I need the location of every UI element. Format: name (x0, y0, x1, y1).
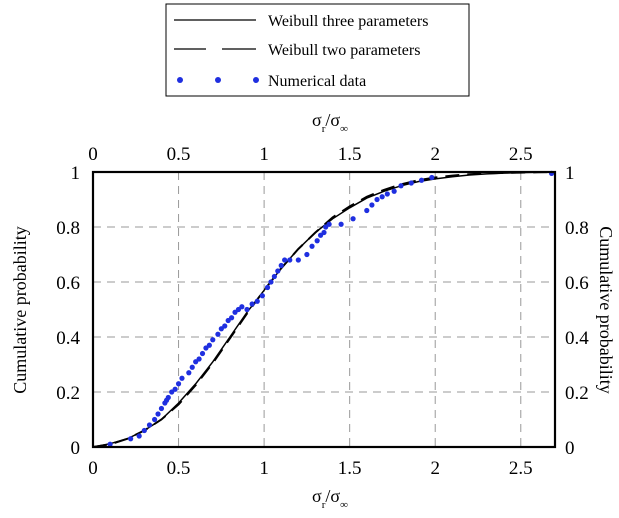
x-tick-label-bottom: 1.5 (338, 458, 362, 479)
y-tick-label-right: 0.6 (565, 273, 589, 294)
y-tick-label-left: 0.6 (56, 273, 80, 294)
x-tick-label-bottom: 0 (88, 458, 98, 479)
legend-marker-1 (177, 77, 183, 83)
data-point (350, 216, 356, 222)
legend-label-three-params: Weibull three parameters (268, 13, 428, 30)
data-point (418, 177, 425, 183)
data-point (326, 221, 332, 227)
data-point (229, 315, 235, 321)
data-point (244, 306, 250, 313)
series-line-weibull-two-params (92, 171, 552, 448)
y-tick-label-right: 0 (565, 438, 575, 459)
data-point (338, 221, 344, 227)
data-point (282, 257, 288, 263)
data-point (275, 268, 281, 274)
data-point (172, 386, 178, 392)
data-point (222, 323, 228, 329)
data-point (206, 342, 212, 348)
data-point (158, 405, 165, 412)
data-point (379, 194, 385, 200)
data-point (369, 202, 375, 208)
data-point (364, 207, 370, 214)
data-point (146, 422, 153, 428)
data-point (264, 284, 271, 291)
y-tick-label-left: 0.4 (56, 328, 80, 349)
data-point (295, 257, 301, 263)
data-point (398, 183, 404, 189)
data-point (321, 229, 327, 236)
y-tick-label-left: 1 (71, 163, 81, 184)
x-tick-label-bottom: 0.5 (167, 458, 191, 479)
data-point (384, 191, 390, 197)
y-tick-label-right: 0.4 (565, 328, 589, 349)
data-point (408, 180, 414, 186)
data-point (152, 416, 158, 423)
series-line-weibull-three-params (92, 171, 552, 448)
data-point (309, 243, 315, 249)
data-point (278, 262, 284, 269)
data-point (141, 427, 147, 434)
x-axis-title-top: σr/σ∞ (312, 110, 348, 135)
y-tick-label-left: 0.2 (56, 383, 80, 404)
data-point (254, 298, 260, 304)
y-tick-label-right: 0.2 (565, 383, 589, 404)
data-point (189, 364, 195, 370)
x-tick-label-bottom: 1 (259, 458, 269, 479)
data-point (287, 257, 293, 263)
x-tick-label-top: 2.5 (509, 144, 533, 165)
data-point (199, 350, 206, 357)
data-point (215, 331, 221, 337)
y-axis-title-left: Cumulative probability (10, 226, 30, 393)
data-point (314, 238, 320, 244)
legend-marker-3 (253, 77, 259, 83)
data-point (429, 174, 435, 181)
grid (92, 171, 555, 448)
data-point (128, 436, 134, 442)
x-axis-title-bottom: σr/σ∞ (312, 486, 348, 511)
data-point (136, 433, 142, 439)
y-axis-title-right: Cumulative probability (596, 226, 616, 393)
data-point (268, 279, 274, 285)
x-tick-label-top: 0 (88, 144, 98, 165)
data-point (271, 273, 277, 280)
y-tick-label-right: 1 (565, 163, 575, 184)
data-point (374, 196, 380, 203)
x-tick-label-bottom: 2.5 (509, 458, 533, 479)
data-point (210, 337, 216, 343)
data-point (239, 304, 245, 310)
data-point (186, 370, 192, 376)
data-point (155, 411, 161, 417)
x-tick-label-top: 1.5 (338, 144, 362, 165)
data-point (175, 381, 182, 387)
x-tick-label-bottom: 2 (430, 458, 440, 479)
data-point (259, 293, 265, 299)
data-point (179, 375, 185, 381)
x-tick-label-top: 0.5 (167, 144, 191, 165)
legend-label-two-params: Weibull two parameters (268, 42, 420, 59)
legend-marker-2 (215, 77, 221, 83)
legend: Weibull three parameters Weibull two par… (165, 3, 470, 97)
data-point (196, 356, 202, 362)
legend-label-numerical: Numerical data (268, 73, 366, 90)
y-tick-label-left: 0 (71, 438, 81, 459)
data-point (304, 251, 310, 258)
x-tick-label-top: 2 (430, 144, 440, 165)
y-tick-label-right: 0.8 (565, 218, 589, 239)
data-point (249, 301, 255, 307)
data-point (107, 441, 113, 447)
y-tick-label-left: 0.8 (56, 218, 80, 239)
x-tick-label-top: 1 (259, 144, 269, 165)
data-point (165, 394, 171, 401)
data-point (391, 188, 397, 194)
series-layer (92, 170, 555, 448)
plot-frame (91, 170, 557, 449)
